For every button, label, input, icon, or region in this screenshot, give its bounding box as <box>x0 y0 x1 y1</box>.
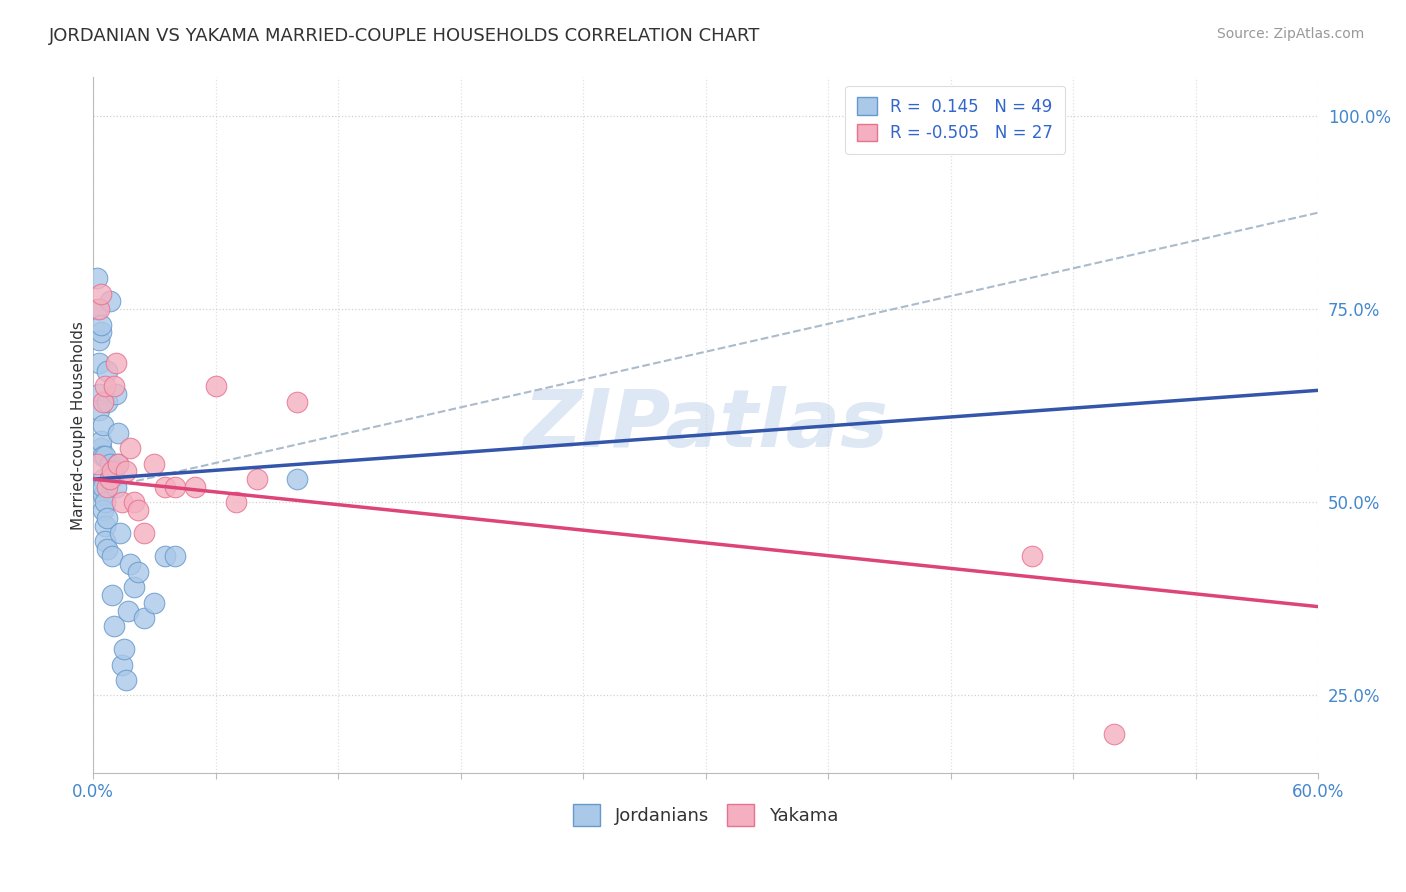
Point <box>94 449 117 463</box>
Point <box>225 495 247 509</box>
Point <box>204 379 226 393</box>
Point <box>103 619 125 633</box>
Point <box>100 588 122 602</box>
Point <box>104 480 127 494</box>
Point <box>100 465 122 479</box>
Point <box>163 480 186 494</box>
Point <box>100 549 122 564</box>
Point <box>93 488 115 502</box>
Point <box>107 457 129 471</box>
Point <box>163 549 186 564</box>
Point <box>98 472 121 486</box>
Point <box>122 580 145 594</box>
Y-axis label: Married-couple Households: Married-couple Households <box>72 320 86 530</box>
Point <box>107 457 129 471</box>
Point <box>108 526 131 541</box>
Point <box>93 418 115 433</box>
Point <box>143 457 166 471</box>
Point <box>1102 727 1125 741</box>
Point <box>86 271 108 285</box>
Point <box>184 480 207 494</box>
Point <box>111 657 134 672</box>
Point <box>93 472 115 486</box>
Point <box>96 510 118 524</box>
Point <box>96 395 118 409</box>
Text: Source: ZipAtlas.com: Source: ZipAtlas.com <box>1216 27 1364 41</box>
Point <box>89 402 111 417</box>
Point <box>104 387 127 401</box>
Point <box>96 480 118 494</box>
Text: ZIPatlas: ZIPatlas <box>523 386 889 464</box>
Point <box>103 379 125 393</box>
Point <box>107 425 129 440</box>
Point <box>84 480 107 494</box>
Point <box>93 395 115 409</box>
Point <box>118 442 141 456</box>
Point <box>94 495 117 509</box>
Point <box>111 495 134 509</box>
Point <box>89 333 111 347</box>
Text: JORDANIAN VS YAKAMA MARRIED-COUPLE HOUSEHOLDS CORRELATION CHART: JORDANIAN VS YAKAMA MARRIED-COUPLE HOUSE… <box>49 27 761 45</box>
Point <box>94 518 117 533</box>
Point <box>122 495 145 509</box>
Point <box>112 642 135 657</box>
Point <box>93 480 115 494</box>
Point <box>94 379 117 393</box>
Point <box>90 286 112 301</box>
Point <box>134 526 156 541</box>
Point <box>93 449 115 463</box>
Point <box>90 318 112 332</box>
Point <box>98 294 121 309</box>
Point <box>89 302 111 317</box>
Point <box>127 565 149 579</box>
Point <box>115 465 138 479</box>
Point <box>285 395 308 409</box>
Point <box>89 387 111 401</box>
Point <box>90 442 112 456</box>
Point <box>143 596 166 610</box>
Point <box>96 541 118 556</box>
Point <box>89 356 111 370</box>
Point <box>1021 549 1043 564</box>
Point <box>94 533 117 548</box>
Point <box>153 549 176 564</box>
Point <box>117 603 139 617</box>
Point <box>98 457 121 471</box>
Point <box>285 472 308 486</box>
Point <box>90 326 112 340</box>
Point <box>93 503 115 517</box>
Point <box>96 364 118 378</box>
Point <box>103 465 125 479</box>
Legend: Jordanians, Yakama: Jordanians, Yakama <box>567 797 845 833</box>
Point <box>90 434 112 448</box>
Point <box>134 611 156 625</box>
Point <box>127 503 149 517</box>
Point <box>115 673 138 687</box>
Point <box>118 557 141 571</box>
Point <box>245 472 267 486</box>
Point <box>104 356 127 370</box>
Point <box>153 480 176 494</box>
Point <box>98 472 121 486</box>
Point <box>86 302 108 317</box>
Point <box>86 457 108 471</box>
